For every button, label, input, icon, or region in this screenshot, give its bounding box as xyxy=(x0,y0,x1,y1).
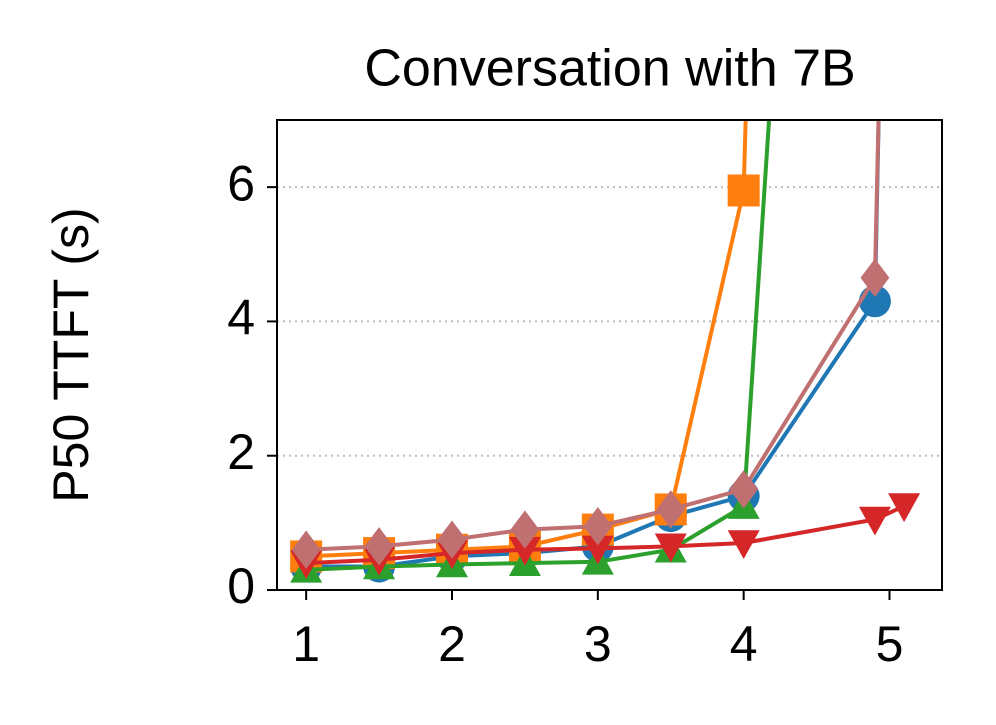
y-axis-label: P50 TTFT (s) xyxy=(43,207,99,502)
y-tick-label: 0 xyxy=(227,558,255,614)
y-tick-label: 2 xyxy=(227,424,255,480)
marker xyxy=(858,506,891,536)
marker xyxy=(364,527,394,566)
marker xyxy=(865,67,894,105)
marker xyxy=(510,510,540,549)
y-tick-label: 6 xyxy=(227,155,255,211)
plot-frame xyxy=(276,119,943,591)
marker xyxy=(508,536,541,566)
plot-area xyxy=(277,67,942,590)
x-tick-label: 3 xyxy=(584,616,612,672)
x-tick-label: 1 xyxy=(292,616,320,672)
marker xyxy=(291,530,321,569)
marker xyxy=(654,533,687,563)
marker xyxy=(727,530,760,559)
marker xyxy=(437,520,467,559)
series-line xyxy=(306,120,881,552)
marker xyxy=(888,493,921,523)
marker xyxy=(863,70,895,102)
series-line xyxy=(306,120,881,569)
marker xyxy=(860,258,890,297)
marker xyxy=(727,174,760,207)
marker xyxy=(581,535,614,565)
marker xyxy=(583,507,613,546)
x-tick-label: 4 xyxy=(730,616,758,672)
y-tick-label: 4 xyxy=(227,290,255,346)
x-tick-label: 5 xyxy=(876,616,904,672)
chart-title: Conversation with 7B xyxy=(364,40,855,98)
marker xyxy=(656,490,686,529)
x-tick-label: 2 xyxy=(438,616,466,672)
marker xyxy=(729,470,759,509)
